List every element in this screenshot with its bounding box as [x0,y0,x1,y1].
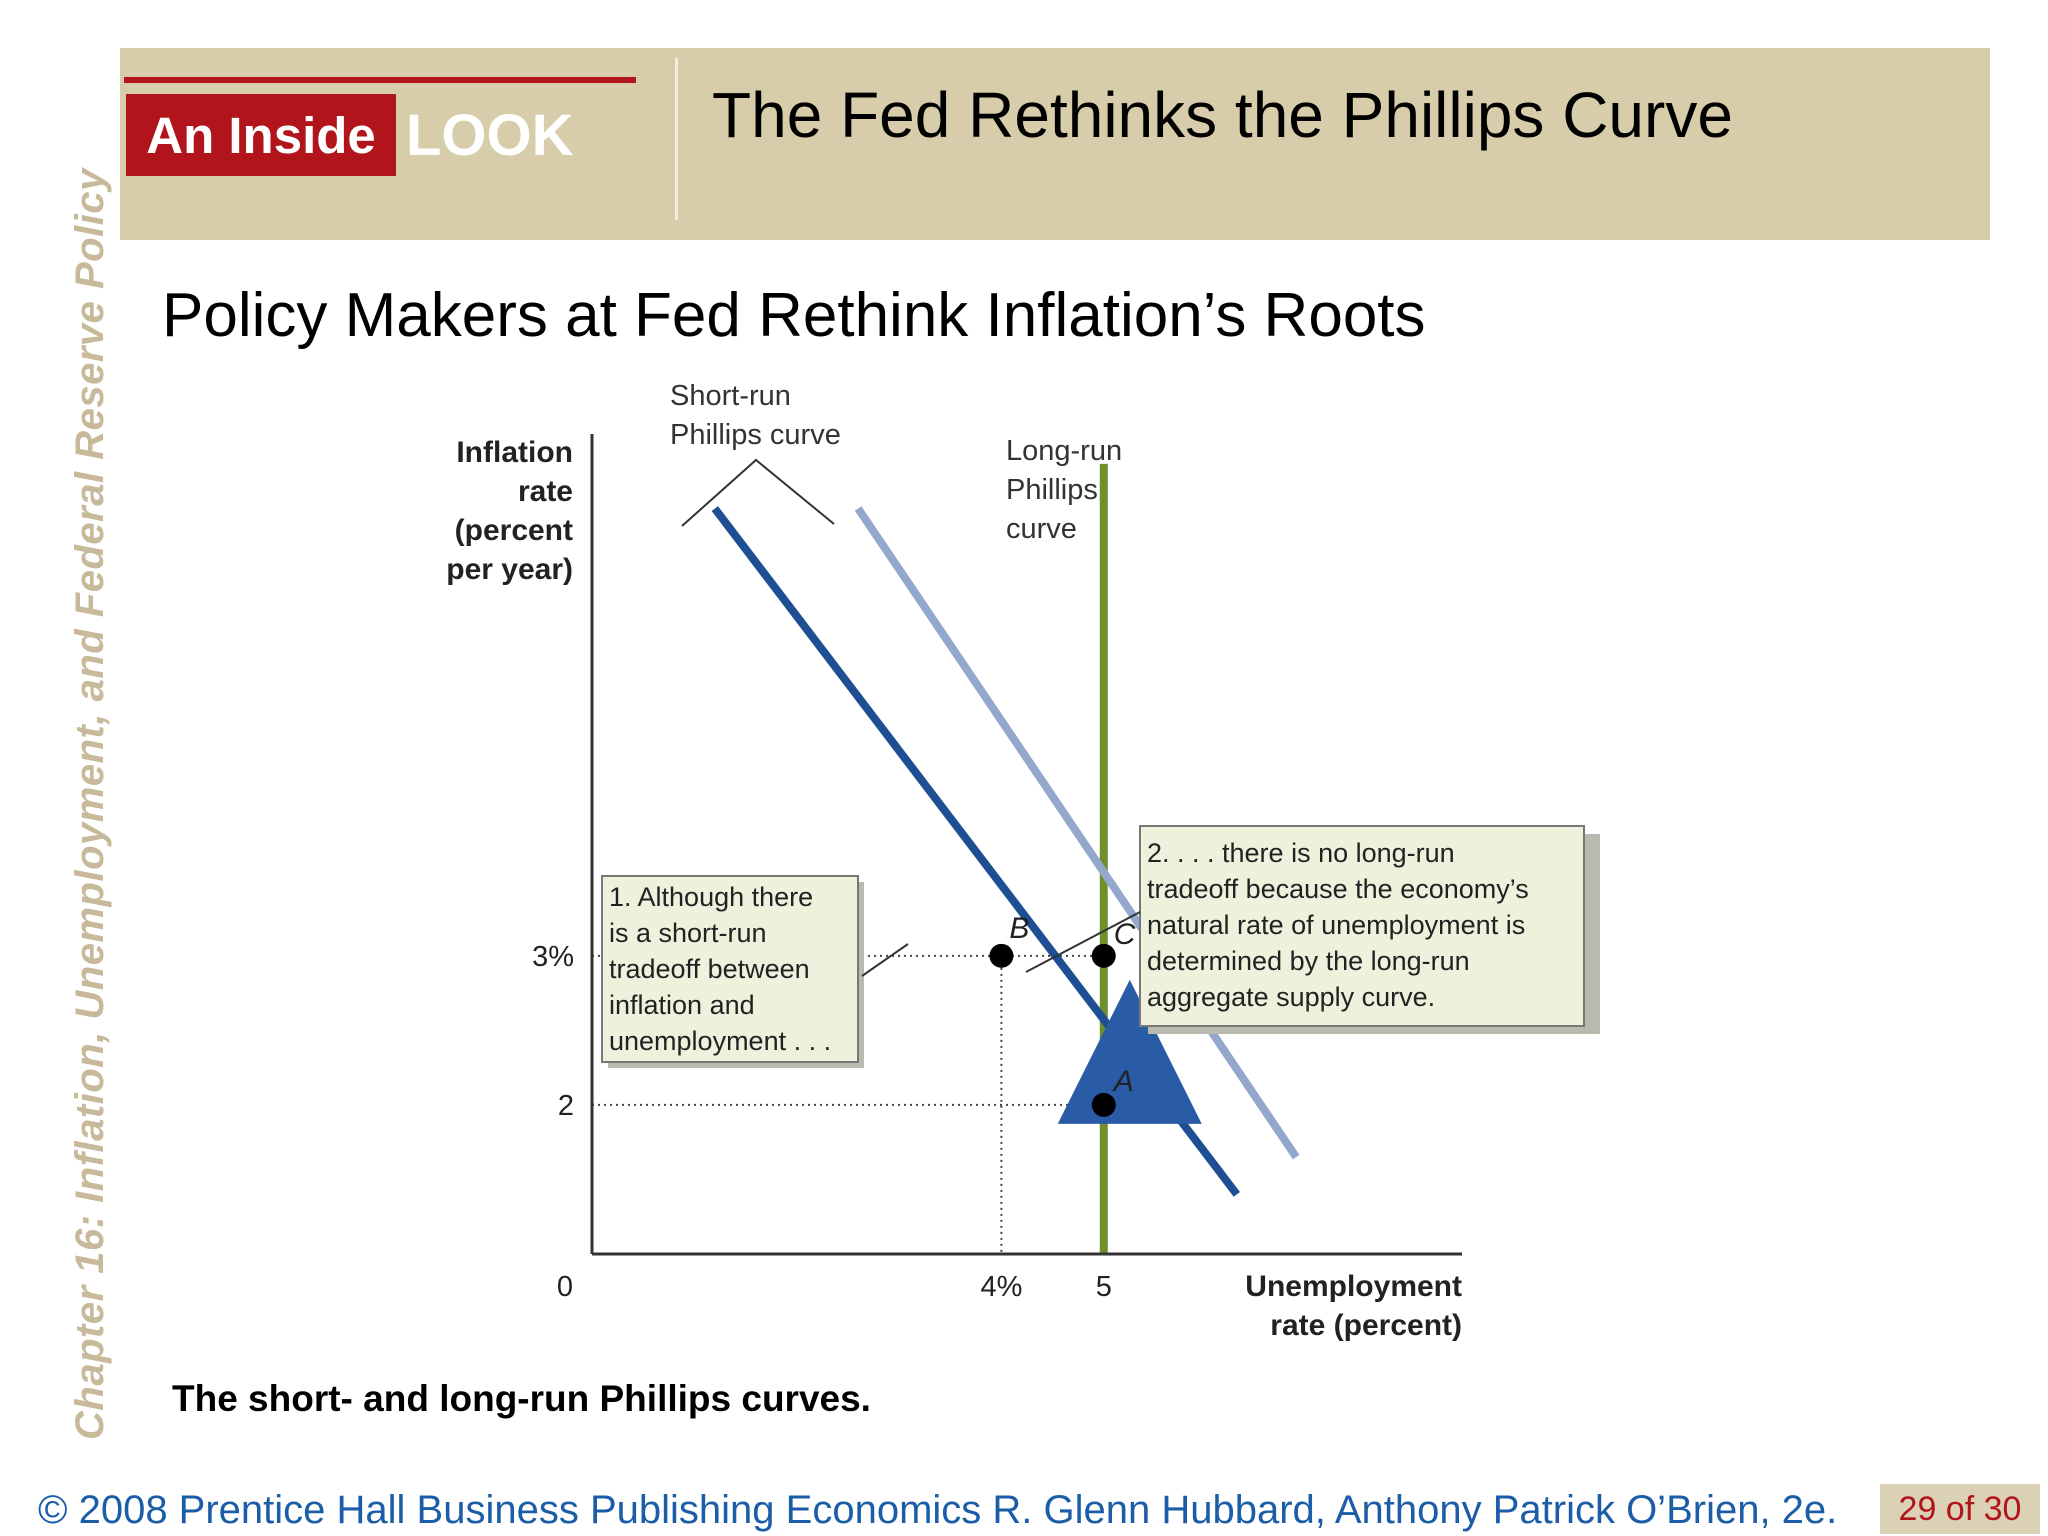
x-axis-title: Unemployment [1245,1270,1462,1303]
point-b [989,943,1014,968]
lrpc-label: curve [1006,513,1077,545]
inside-look-badge: An Inside [126,94,396,176]
srpc-leader-line [681,458,835,527]
figure-caption: The short- and long-run Phillips curves. [172,1378,871,1419]
srpc-label: Short-run [670,380,791,412]
point-c [1091,943,1116,968]
point-a [1091,1092,1116,1117]
footer-credit: © 2008 Prentice Hall Business Publishing… [38,1488,1838,1532]
y-axis-title: rate [518,475,573,508]
x-axis-title: rate (percent) [1270,1309,1462,1342]
callout-1-leader [861,943,909,977]
y-axis-title: Inflation [456,436,573,469]
callout-2-box [1139,825,1585,1027]
y-axis-title: (percent [455,514,573,547]
page-title: The Fed Rethinks the Phillips Curve [712,79,1733,151]
header-accent-line [124,77,636,83]
srpc-label: Phillips curve [670,419,841,451]
x-tick-label: 4% [980,1271,1022,1303]
callout-2-leader [1025,911,1141,973]
point-label-b: B [1009,912,1029,945]
point-label-c: C [1114,918,1136,951]
x-tick-label: 5 [1096,1271,1112,1303]
y-tick-label: 2 [558,1090,574,1122]
point-label-a: A [1112,1065,1134,1098]
lrpc-label: Phillips [1006,474,1098,506]
y-axis-title: per year) [446,553,573,586]
page-indicator: 29 of 30 [1880,1484,2040,1534]
look-label: LOOK [406,102,574,168]
lrpc-label: Long-run [1006,435,1122,467]
callout-1-text: inflation and [609,990,755,1020]
header-divider [675,58,678,220]
callout-2-text: 2. . . . there is no long-run [1147,838,1455,868]
callout-2-text: tradeoff because the economy’s [1147,874,1529,904]
callout-1-text: tradeoff between [609,954,810,984]
callout-1-text: unemployment . . . [609,1026,831,1056]
callout-1-box [601,875,859,1063]
callout-1-text: is a short-run [609,918,767,948]
callout-2-text: determined by the long-run [1147,946,1470,976]
short-run-phillips-curve-shifted [854,506,1300,1160]
y-tick-label: 3% [532,941,574,973]
slide-subtitle: Policy Makers at Fed Rethink Inflation’s… [162,281,1426,350]
callout-1-text: 1. Although there [609,882,813,912]
callout-2-text: natural rate of unemployment is [1147,910,1525,940]
callout-2-text: aggregate supply curve. [1147,982,1435,1012]
origin-label: 0 [557,1271,573,1303]
